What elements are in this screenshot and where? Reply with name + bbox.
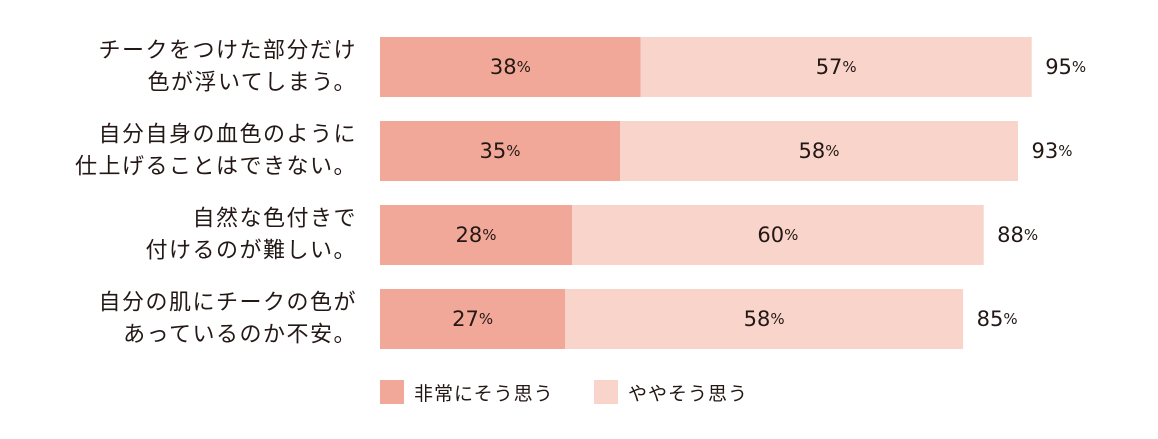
bar-segment-2-1: [572, 205, 984, 265]
bar-segment-3-1: [565, 289, 964, 349]
category-label-3-line-1: あっているのか不安。: [123, 323, 357, 348]
bar-value-label-1-1: 58%: [799, 139, 840, 163]
total-label-2: 88%: [997, 223, 1038, 247]
category-label-1-line-1: 仕上げることはできない。: [75, 155, 357, 180]
bar-value-label-1-0: 35%: [480, 139, 521, 163]
category-label-2-line-1: 付けるのが難しい。: [145, 239, 357, 264]
legend-swatch-strongly-agree: [380, 380, 404, 404]
legend: 非常にそう思う: [380, 378, 554, 406]
legend-label-strongly-agree: 非常にそう思う: [414, 382, 554, 405]
category-label-0-line-1: 色が浮いてしまう。: [147, 71, 357, 96]
bar-value-label-0-0: 38%: [490, 55, 531, 79]
total-label-3: 85%: [977, 307, 1018, 331]
bar-segment-0-1: [640, 37, 1032, 97]
bar-segment-1-1: [620, 121, 1018, 181]
bar-value-label-0-1: 57%: [816, 55, 857, 79]
total-label-0: 95%: [1045, 55, 1086, 79]
legend-item-2: ややそう思う: [594, 378, 748, 406]
category-label-0-line-0: チークをつけた部分だけ: [98, 39, 357, 64]
bar-value-label-2-1: 60%: [757, 223, 798, 247]
bar-segment-1-0: [380, 121, 621, 181]
legend-label-somewhat-agree: ややそう思う: [628, 382, 749, 405]
bar-value-label-3-1: 58%: [744, 307, 785, 331]
bar-value-label-2-0: 28%: [456, 223, 497, 247]
category-label-1-line-0: 自分自身の血色のように: [98, 123, 357, 148]
legend-swatch-somewhat-agree: [594, 380, 618, 404]
bar-segment-3-0: [380, 289, 566, 349]
bar-segment-0-0: [380, 37, 641, 97]
total-label-1: 93%: [1031, 139, 1072, 163]
category-label-2-line-0: 自然な色付きで: [192, 207, 357, 232]
bar-segment-2-0: [380, 205, 573, 265]
bar-value-label-3-0: 27%: [452, 307, 493, 331]
category-label-3-line-0: 自分の肌にチークの色が: [98, 291, 357, 316]
